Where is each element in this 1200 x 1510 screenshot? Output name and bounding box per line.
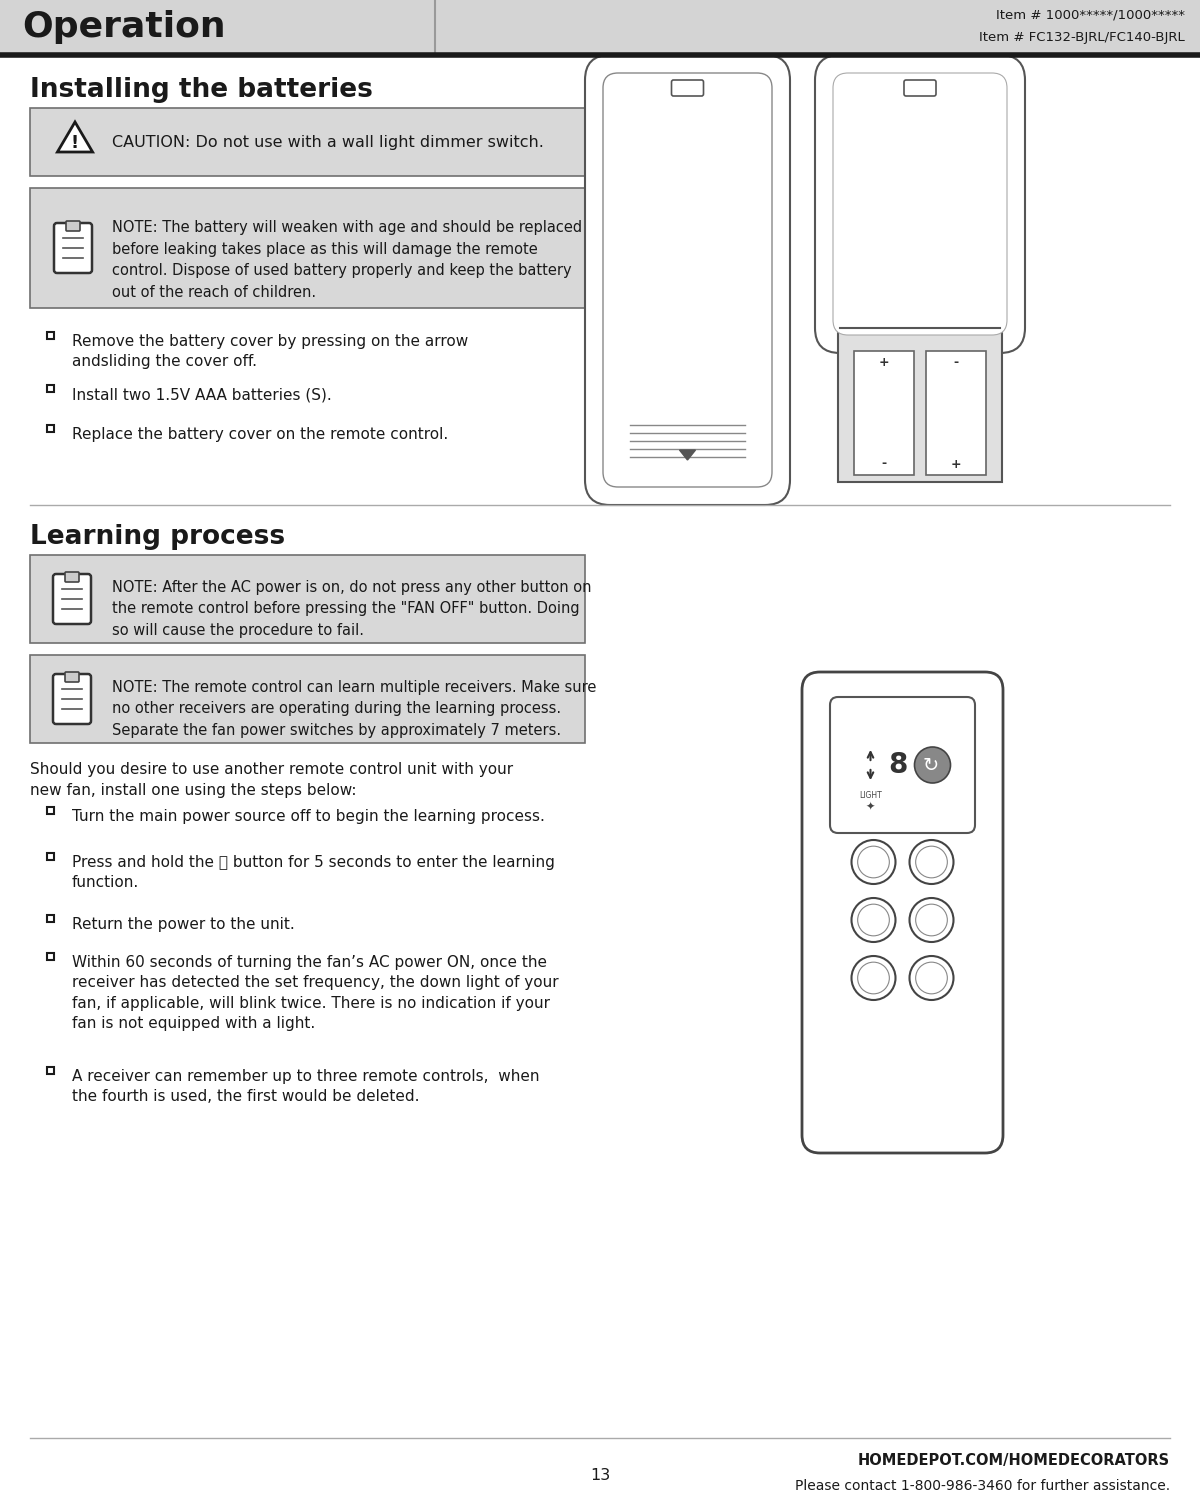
Text: HOMEDEPOT.COM/HOMEDECORATORS: HOMEDEPOT.COM/HOMEDECORATORS [858, 1453, 1170, 1468]
Text: Turn the main power source off to begin the learning process.: Turn the main power source off to begin … [72, 809, 545, 824]
Circle shape [858, 846, 889, 877]
Circle shape [858, 962, 889, 994]
FancyBboxPatch shape [30, 655, 586, 743]
FancyBboxPatch shape [66, 220, 80, 231]
Circle shape [852, 898, 895, 942]
Text: NOTE: After the AC power is on, do not press any other button on
the remote cont: NOTE: After the AC power is on, do not p… [112, 580, 592, 639]
FancyBboxPatch shape [854, 352, 913, 476]
Text: !: ! [71, 134, 79, 153]
Text: NOTE: The remote control can learn multiple receivers. Make sure
no other receiv: NOTE: The remote control can learn multi… [112, 680, 596, 738]
FancyBboxPatch shape [53, 673, 91, 723]
Text: 13: 13 [590, 1469, 610, 1483]
Text: ↻: ↻ [923, 757, 938, 776]
Bar [47, 806, 54, 814]
FancyBboxPatch shape [30, 189, 586, 308]
Circle shape [910, 956, 954, 1000]
Circle shape [916, 904, 947, 936]
FancyBboxPatch shape [54, 223, 92, 273]
Bar [47, 332, 54, 338]
FancyBboxPatch shape [926, 352, 986, 476]
Text: Learning process: Learning process [30, 524, 286, 550]
Text: Replace the battery cover on the remote control.: Replace the battery cover on the remote … [72, 427, 449, 442]
Text: +: + [878, 356, 889, 368]
Text: -: - [954, 356, 959, 368]
Text: Return the power to the unit.: Return the power to the unit. [72, 917, 295, 932]
Circle shape [910, 840, 954, 883]
FancyBboxPatch shape [0, 0, 1200, 54]
FancyBboxPatch shape [672, 80, 703, 97]
Text: Should you desire to use another remote control unit with your
new fan, install : Should you desire to use another remote … [30, 763, 514, 797]
Text: Item # 1000*****/1000*****: Item # 1000*****/1000***** [996, 9, 1186, 21]
Bar [47, 853, 54, 859]
Circle shape [858, 904, 889, 936]
Circle shape [852, 956, 895, 1000]
FancyBboxPatch shape [830, 698, 974, 834]
FancyBboxPatch shape [30, 109, 586, 177]
Circle shape [852, 840, 895, 883]
FancyBboxPatch shape [65, 672, 79, 683]
Text: Item # FC132-BJRL/FC140-BJRL: Item # FC132-BJRL/FC140-BJRL [979, 32, 1186, 44]
Text: Operation: Operation [22, 11, 226, 44]
Text: Press and hold the ⏻ button for 5 seconds to enter the learning
function.: Press and hold the ⏻ button for 5 second… [72, 855, 554, 891]
FancyBboxPatch shape [802, 672, 1003, 1154]
Text: Within 60 seconds of turning the fan’s AC power ON, once the
receiver has detect: Within 60 seconds of turning the fan’s A… [72, 954, 559, 1031]
Circle shape [914, 747, 950, 784]
Circle shape [916, 962, 947, 994]
Text: Installing the batteries: Installing the batteries [30, 77, 373, 103]
Text: ✦: ✦ [866, 802, 875, 812]
FancyBboxPatch shape [815, 54, 1025, 353]
Circle shape [910, 898, 954, 942]
Text: LIGHT: LIGHT [859, 791, 882, 799]
Bar [47, 1066, 54, 1074]
Polygon shape [679, 450, 696, 461]
FancyBboxPatch shape [65, 572, 79, 581]
Text: NOTE: The battery will weaken with age and should be replaced
before leaking tak: NOTE: The battery will weaken with age a… [112, 220, 582, 300]
Bar [47, 424, 54, 432]
Text: 8: 8 [888, 750, 907, 779]
FancyBboxPatch shape [586, 54, 790, 504]
Circle shape [916, 846, 947, 877]
Bar [47, 953, 54, 959]
FancyBboxPatch shape [904, 80, 936, 97]
Text: CAUTION: Do not use with a wall light dimmer switch.: CAUTION: Do not use with a wall light di… [112, 134, 544, 149]
FancyBboxPatch shape [838, 326, 1002, 482]
Text: +: + [950, 458, 961, 471]
Polygon shape [58, 122, 92, 153]
Text: Please contact 1-800-986-3460 for further assistance.: Please contact 1-800-986-3460 for furthe… [794, 1478, 1170, 1493]
FancyBboxPatch shape [53, 574, 91, 624]
Text: -: - [881, 458, 887, 471]
FancyBboxPatch shape [833, 72, 1007, 335]
Text: A receiver can remember up to three remote controls,  when
the fourth is used, t: A receiver can remember up to three remo… [72, 1069, 540, 1104]
Bar [47, 385, 54, 391]
FancyBboxPatch shape [604, 72, 772, 488]
FancyBboxPatch shape [30, 556, 586, 643]
Bar [47, 915, 54, 921]
Text: Install two 1.5V AAA batteries (S).: Install two 1.5V AAA batteries (S). [72, 387, 331, 402]
Text: Remove the battery cover by pressing on the arrow
andsliding the cover off.: Remove the battery cover by pressing on … [72, 334, 468, 370]
